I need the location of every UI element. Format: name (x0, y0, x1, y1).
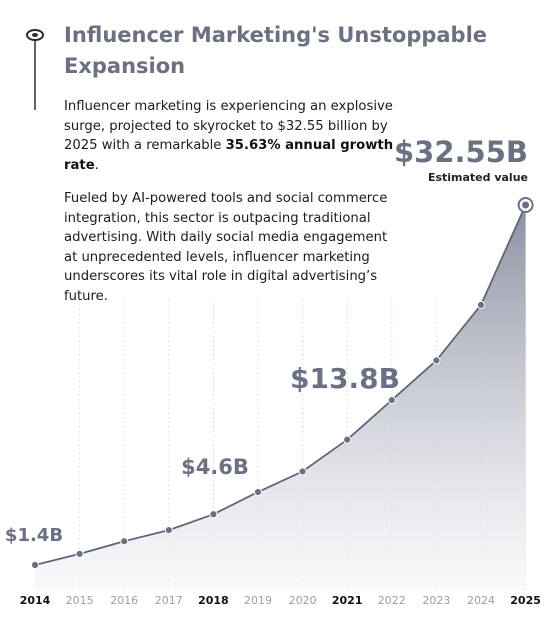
intro-text: Influencer marketing is experiencing an … (64, 99, 393, 153)
value-label-2018: $4.6B (181, 455, 249, 479)
value-sublabel-2025: Estimated value (428, 171, 528, 184)
point-2020 (298, 467, 307, 476)
year-label-2016: 2016 (110, 594, 138, 607)
growth-rate-highlight: 35.63% annual growth rate (64, 138, 394, 173)
year-label-2017: 2017 (155, 594, 183, 607)
year-label-2021: 2021 (332, 594, 363, 607)
point-2014 (30, 560, 40, 570)
year-label-2018: 2018 (198, 594, 229, 607)
title-marker-dot (32, 33, 38, 37)
year-label-2020: 2020 (289, 594, 317, 607)
point-2021 (343, 435, 352, 444)
growth-area (35, 205, 526, 590)
growth-line (34, 204, 527, 566)
value-label-2014: $1.4B (5, 525, 63, 546)
page-title: Influencer Marketing's Unstoppable Expan… (64, 23, 488, 78)
point-2015 (75, 549, 84, 558)
intro-period: . (94, 157, 99, 173)
intro-paragraph: Influencer marketing is experiencing an … (64, 97, 394, 175)
point-2018 (209, 510, 218, 519)
year-label-2024: 2024 (467, 594, 495, 607)
point-2016 (120, 537, 129, 546)
point-2019 (253, 487, 263, 497)
year-label-2019: 2019 (244, 594, 272, 607)
year-label-2014: 2014 (20, 594, 51, 607)
year-label-2022: 2022 (378, 594, 406, 607)
point-2022 (387, 395, 396, 405)
year-label-2015: 2015 (66, 594, 94, 607)
value-label-2025: $32.55B (394, 135, 528, 169)
year-label-2023: 2023 (422, 594, 450, 607)
detail-paragraph: Fueled by AI-powered tools and social co… (64, 191, 388, 304)
value-label-2021: $13.8B (290, 362, 400, 395)
point-2023 (432, 356, 441, 365)
point-2025 (522, 201, 530, 209)
point-2017 (164, 526, 173, 535)
title-marker-icon (26, 29, 44, 41)
year-label-2025: 2025 (510, 594, 541, 607)
point-2024 (476, 300, 486, 310)
